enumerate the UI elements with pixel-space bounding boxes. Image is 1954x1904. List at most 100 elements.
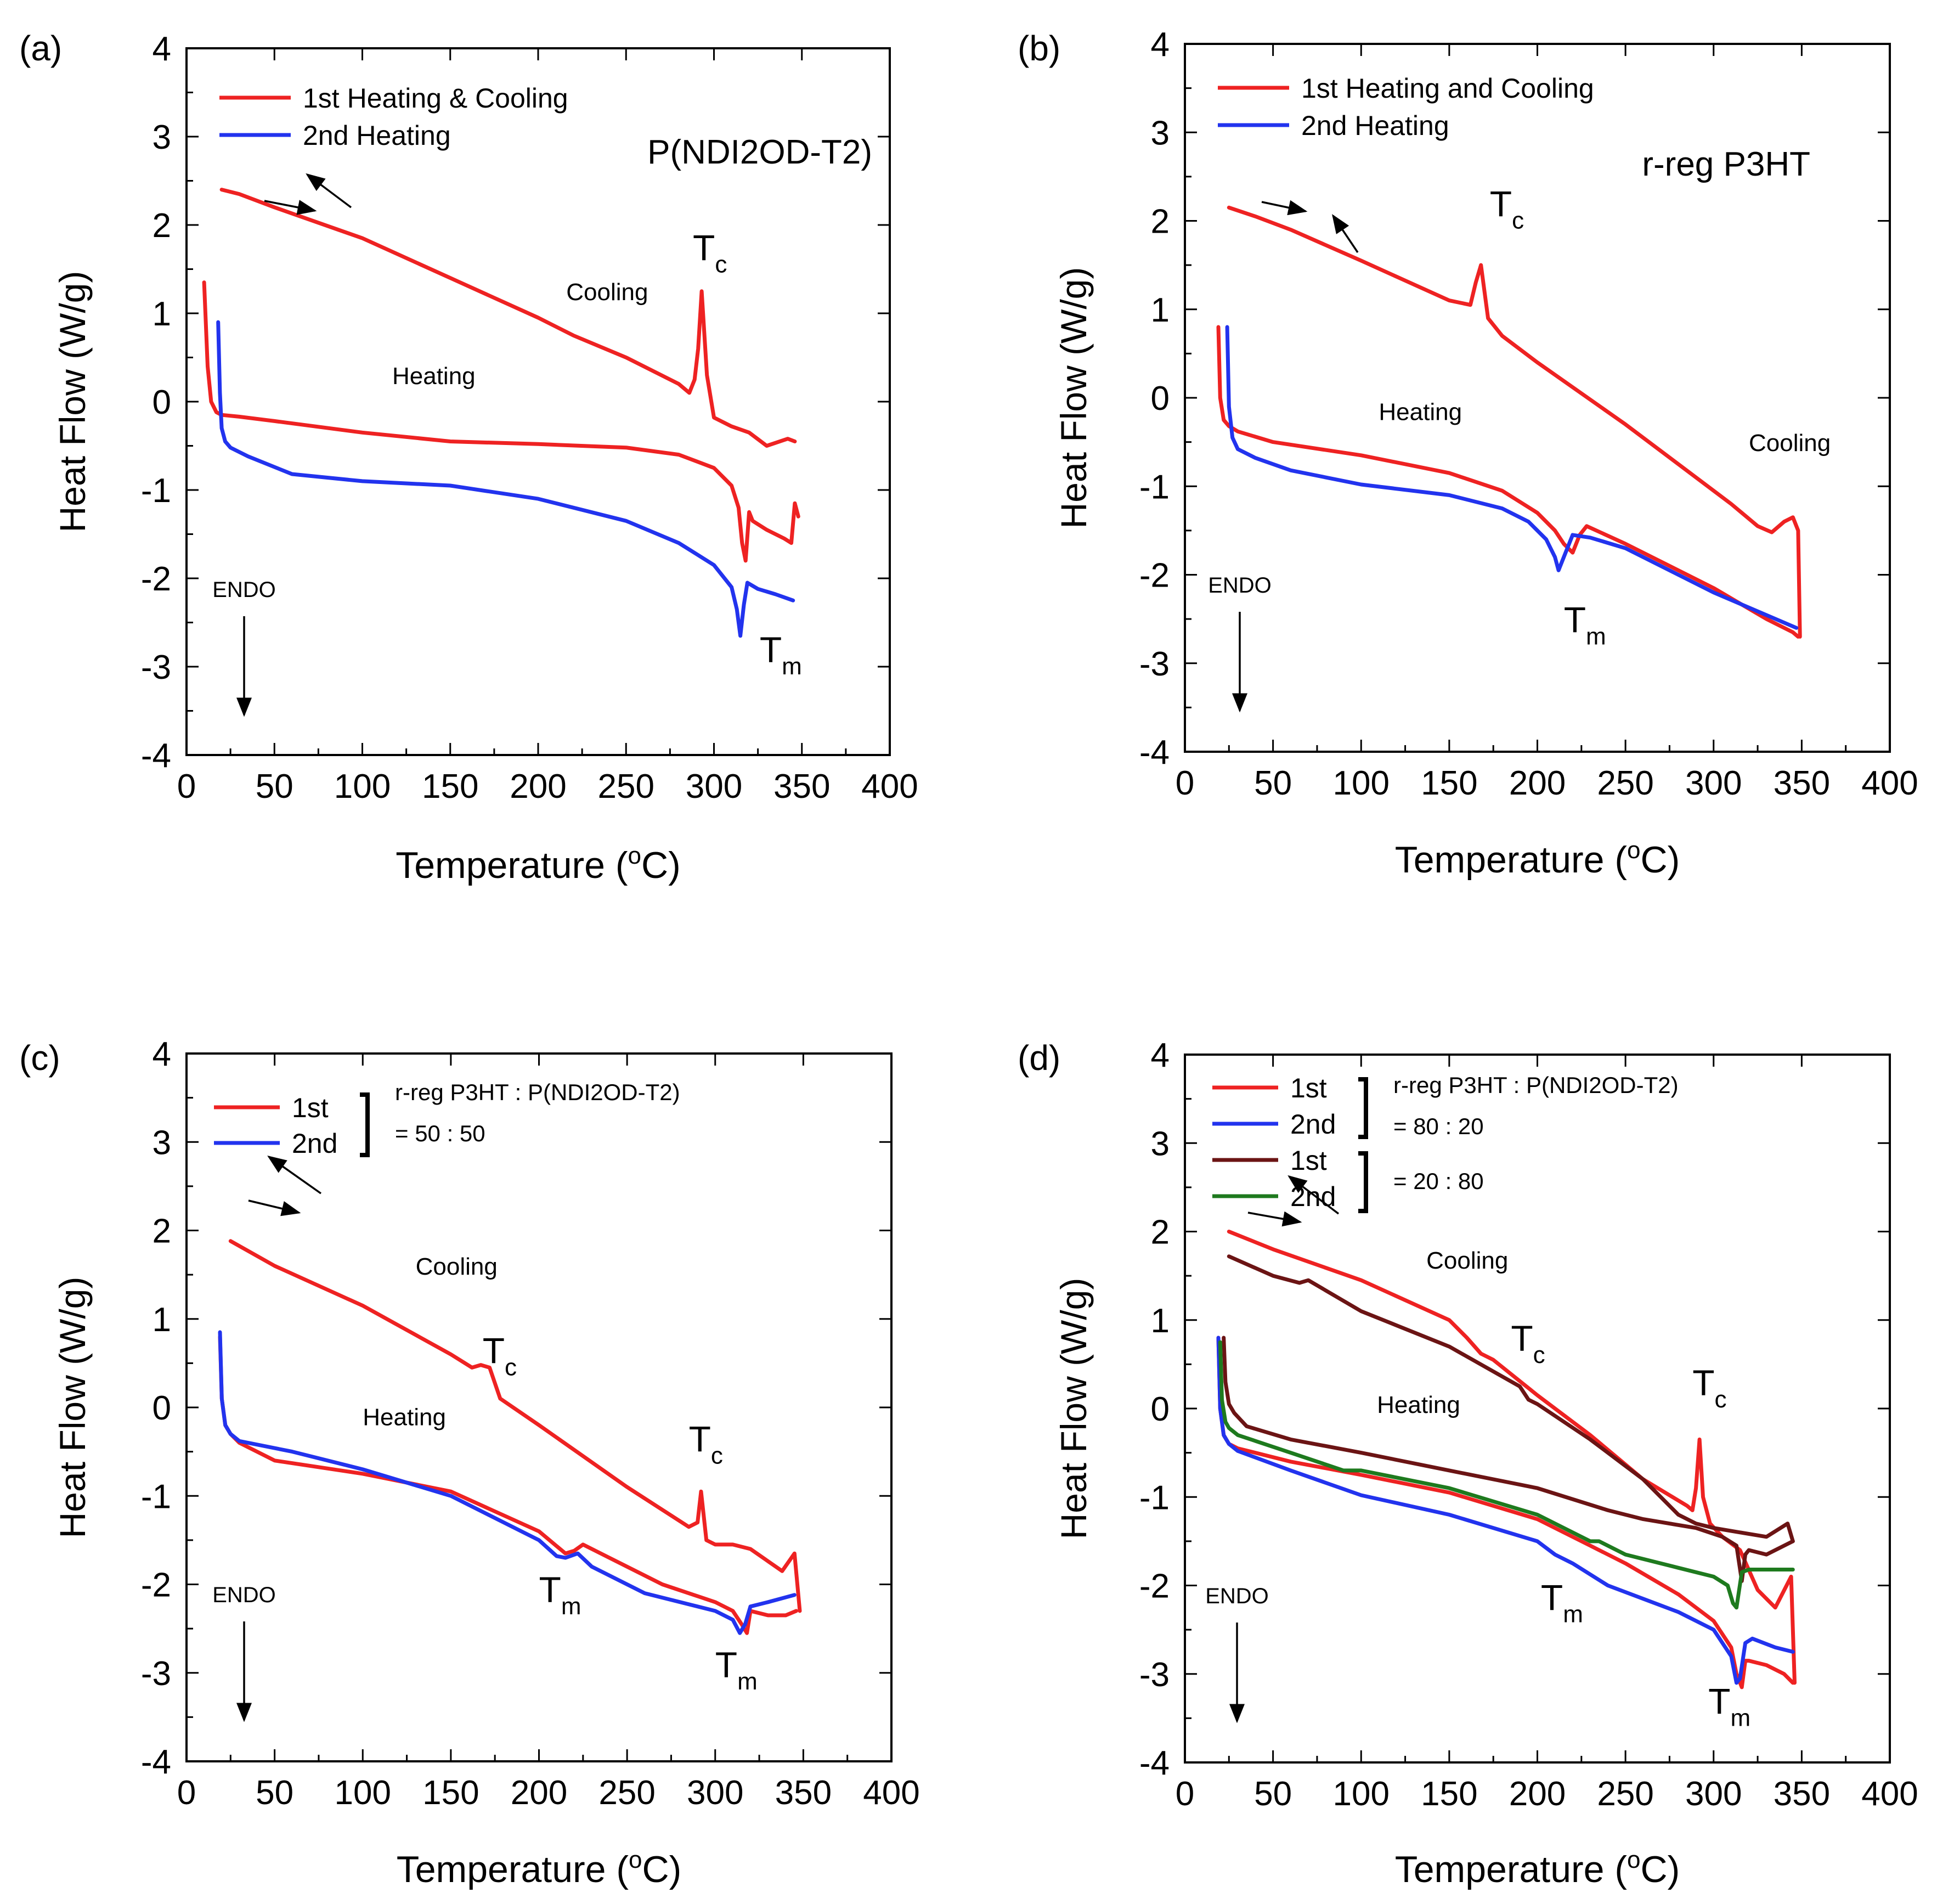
- x-tick-label: 200: [1509, 764, 1566, 802]
- legend-label: 2nd: [1290, 1109, 1336, 1140]
- x-axis-label-suffix: C): [642, 1849, 682, 1890]
- legend-label: 2nd Heating: [303, 120, 451, 151]
- subscript: c: [715, 251, 727, 278]
- x-tick-label: 250: [598, 1774, 655, 1812]
- legend-label: 1st Heating and Cooling: [1301, 73, 1594, 104]
- y-tick-label: -4: [1139, 734, 1170, 771]
- legend-label: 2nd: [292, 1128, 337, 1159]
- y-tick-label: 4: [153, 30, 171, 68]
- y-tick-label: 0: [153, 384, 171, 421]
- y-tick-label: -2: [1139, 1568, 1170, 1606]
- y-tick-label: -4: [141, 1743, 171, 1781]
- x-tick-label: 50: [256, 1774, 293, 1812]
- symbol: T: [1490, 183, 1512, 224]
- x-axis-label-degree: o: [1627, 1846, 1640, 1873]
- chart-title: P(NDI2OD-T2): [647, 133, 872, 171]
- x-tick-label: 50: [1254, 1775, 1292, 1813]
- panel-label: (c): [19, 1038, 60, 1078]
- y-tick-label: 2: [153, 1213, 171, 1250]
- series-line-0: [218, 1334, 798, 1635]
- x-axis-label: Temperature (oC): [1395, 1846, 1680, 1890]
- cooling-annotation: Cooling: [1749, 430, 1831, 457]
- y-axis-label: Heat Flow (W/g): [52, 1277, 93, 1539]
- y-axis-label: Heat Flow (W/g): [52, 271, 93, 533]
- x-tick-label: 400: [1861, 1775, 1918, 1813]
- tc-label: Tc: [693, 227, 727, 278]
- y-tick-label: 1: [1151, 1302, 1170, 1340]
- heating-arrow: [248, 1199, 301, 1216]
- subscript: m: [1563, 1601, 1583, 1628]
- symbol: T: [483, 1330, 505, 1371]
- symbol: T: [689, 1419, 711, 1460]
- x-axis-label-suffix: C): [1641, 839, 1680, 881]
- subscript: m: [737, 1668, 758, 1695]
- x-axis-label: Temperature (oC): [1395, 837, 1680, 881]
- series-line-3: [1222, 1336, 1795, 1583]
- legend-bracket: [1358, 1151, 1368, 1213]
- tm-label: Tm: [539, 1569, 581, 1620]
- series-line-2: [216, 320, 795, 638]
- heating-arrow: [1261, 200, 1308, 216]
- x-axis-label-degree: o: [1627, 837, 1640, 864]
- y-tick-label: 2: [1151, 203, 1170, 241]
- endo-label: ENDO: [1205, 1584, 1269, 1608]
- x-tick-label: 300: [687, 1774, 743, 1812]
- tc-label: Tc: [1692, 1362, 1726, 1413]
- y-tick-label: 0: [1151, 1390, 1170, 1428]
- x-tick-label: 300: [1685, 1775, 1742, 1813]
- composition-label: r-reg P3HT : P(NDI2OD-T2): [1393, 1072, 1679, 1098]
- x-axis-label: Temperature (oC): [396, 842, 681, 886]
- subscript: c: [1533, 1342, 1545, 1368]
- x-tick-label: 300: [686, 768, 742, 805]
- y-tick-label: 2: [1151, 1214, 1170, 1252]
- tm-label: Tm: [1541, 1578, 1583, 1628]
- cooling-arrow: [1332, 214, 1359, 253]
- heating-annotation: Heating: [392, 363, 476, 390]
- y-tick-label: -1: [1139, 1479, 1170, 1517]
- tc-label: Tc: [1490, 183, 1524, 234]
- series-line-1: [219, 188, 797, 448]
- legend-label: 2nd Heating: [1301, 110, 1449, 141]
- tm-label: Tm: [1564, 599, 1606, 650]
- y-tick-label: -1: [141, 472, 171, 510]
- x-tick-label: 150: [1421, 1775, 1477, 1813]
- legend-label: 1st Heating & Cooling: [303, 83, 568, 114]
- x-tick-label: 200: [511, 1774, 567, 1812]
- y-tick-label: -3: [141, 1655, 171, 1693]
- x-axis-label-suffix: C): [641, 844, 681, 886]
- legend-label: 1st: [1290, 1145, 1327, 1176]
- x-tick-label: 300: [1685, 764, 1742, 802]
- y-tick-label: 3: [1151, 1125, 1170, 1163]
- x-axis-label-degree: o: [629, 1846, 642, 1873]
- symbol: T: [760, 629, 782, 670]
- series-line-1: [1227, 205, 1802, 639]
- y-tick-label: -3: [1139, 1656, 1170, 1694]
- cooling-annotation: Cooling: [566, 279, 648, 306]
- legend-label: 1st: [292, 1092, 329, 1123]
- x-tick-label: 400: [1861, 764, 1918, 802]
- x-tick-label: 50: [256, 768, 293, 805]
- endo-label: ENDO: [1208, 573, 1272, 598]
- x-tick-label: 150: [422, 768, 478, 805]
- x-tick-label: 350: [775, 1774, 832, 1812]
- heating-arrow: [264, 200, 317, 215]
- x-tick-label: 0: [1176, 1775, 1194, 1813]
- subscript: c: [711, 1443, 723, 1469]
- y-tick-label: 3: [153, 1124, 171, 1162]
- symbol: T: [715, 1644, 737, 1685]
- y-tick-label: -2: [141, 560, 171, 598]
- chart-title: r-reg P3HT: [1642, 145, 1810, 183]
- subscript: m: [1586, 623, 1606, 650]
- symbol: T: [1564, 599, 1586, 640]
- y-tick-label: 1: [153, 295, 171, 333]
- cooling-arrow: [306, 173, 352, 209]
- x-tick-label: 100: [1333, 764, 1390, 802]
- x-axis-label-prefix: Temperature (: [1395, 1849, 1628, 1890]
- x-tick-label: 250: [598, 768, 654, 805]
- tc-label: Tc: [689, 1419, 723, 1469]
- tm-label: Tm: [715, 1644, 758, 1695]
- subscript: m: [1730, 1704, 1750, 1731]
- panel-a: (a) 0 50 100 150 200 250 300 350 400 4 3 2 1 0 -1 -2 -3 -4…: [19, 29, 918, 886]
- panel-label: (b): [1018, 29, 1060, 68]
- x-tick-label: 400: [863, 1774, 919, 1812]
